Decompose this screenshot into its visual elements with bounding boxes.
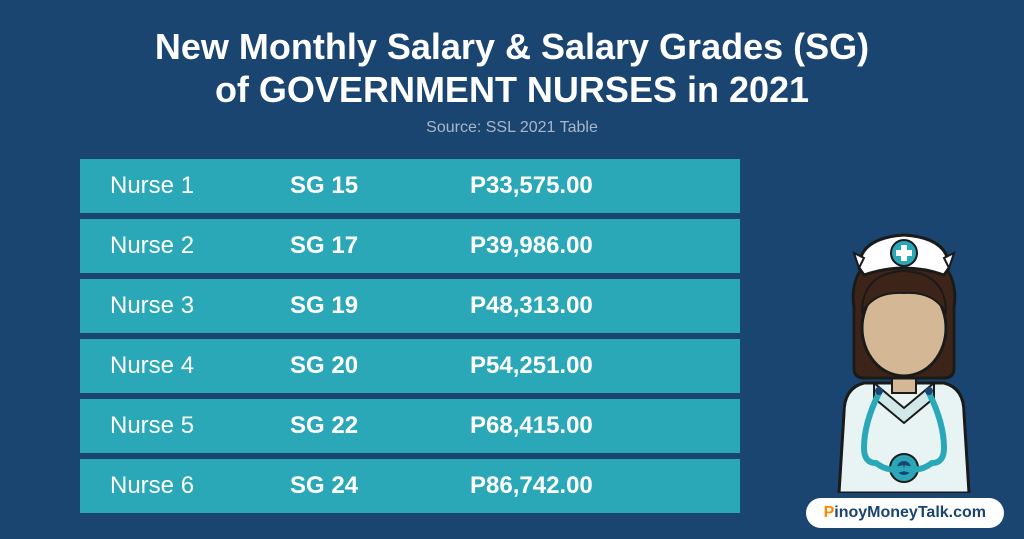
table-row: Nurse 1 SG 15 P33,575.00 (80, 159, 740, 213)
position-cell: Nurse 1 (110, 172, 290, 200)
position-cell: Nurse 2 (110, 232, 290, 260)
position-cell: Nurse 6 (110, 472, 290, 500)
grade-cell: SG 22 (290, 412, 470, 440)
salary-table: Nurse 1 SG 15 P33,575.00 Nurse 2 SG 17 P… (80, 159, 740, 513)
brand-p-letter: P (824, 504, 835, 521)
table-row: Nurse 4 SG 20 P54,251.00 (80, 339, 740, 393)
grade-cell: SG 17 (290, 232, 470, 260)
table-row: Nurse 6 SG 24 P86,742.00 (80, 459, 740, 513)
table-row: Nurse 2 SG 17 P39,986.00 (80, 219, 740, 273)
table-row: Nurse 3 SG 19 P48,313.00 (80, 279, 740, 333)
title-line-2: of GOVERNMENT NURSES in 2021 (215, 69, 809, 110)
position-cell: Nurse 4 (110, 352, 290, 380)
salary-cell: P39,986.00 (470, 232, 710, 260)
source-text: Source: SSL 2021 Table (40, 119, 984, 137)
grade-cell: SG 24 (290, 472, 470, 500)
grade-cell: SG 15 (290, 172, 470, 200)
grade-cell: SG 19 (290, 292, 470, 320)
position-cell: Nurse 5 (110, 412, 290, 440)
salary-cell: P68,415.00 (470, 412, 710, 440)
position-cell: Nurse 3 (110, 292, 290, 320)
table-row: Nurse 5 SG 22 P68,415.00 (80, 399, 740, 453)
salary-cell: P54,251.00 (470, 352, 710, 380)
brand-badge: PinoyMoneyTalk.com (806, 498, 1004, 528)
salary-cell: P86,742.00 (470, 472, 710, 500)
nurse-icon (804, 213, 1004, 493)
salary-cell: P48,313.00 (470, 292, 710, 320)
brand-text: inoyMoneyTalk.com (834, 504, 986, 521)
page-title: New Monthly Salary & Salary Grades (SG) … (40, 25, 984, 111)
salary-cell: P33,575.00 (470, 172, 710, 200)
title-line-1: New Monthly Salary & Salary Grades (SG) (155, 26, 869, 67)
grade-cell: SG 20 (290, 352, 470, 380)
